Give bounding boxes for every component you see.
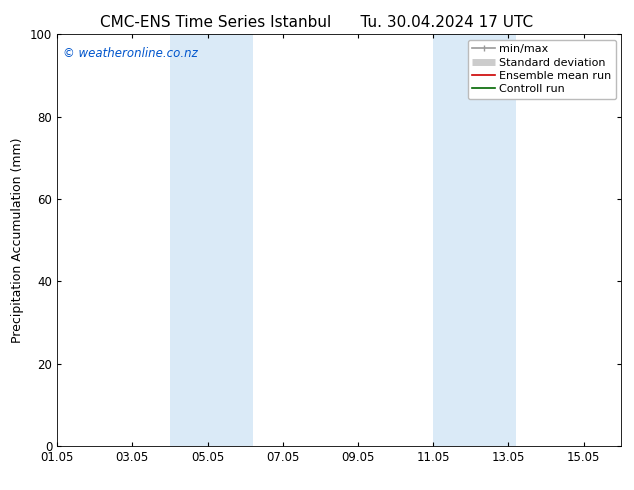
Bar [433,34,516,446]
Text: CMC-ENS Time Series Istanbul      Tu. 30.04.2024 17 UTC: CMC-ENS Time Series Istanbul Tu. 30.04.2… [100,15,534,30]
Y-axis label: Precipitation Accumulation (mm): Precipitation Accumulation (mm) [11,137,24,343]
Legend: min/max, Standard deviation, Ensemble mean run, Controll run: min/max, Standard deviation, Ensemble me… [468,40,616,99]
Text: © weatheronline.co.nz: © weatheronline.co.nz [63,47,197,60]
Bar [170,34,253,446]
